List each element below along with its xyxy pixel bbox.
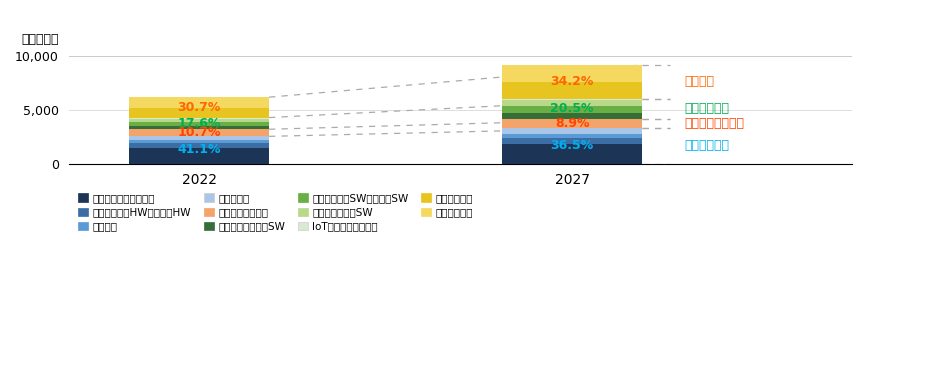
- Bar: [502, 119, 642, 128]
- Text: 30.7%: 30.7%: [177, 101, 221, 114]
- Bar: [130, 129, 269, 136]
- Text: 34.2%: 34.2%: [551, 75, 594, 88]
- Bar: [502, 134, 642, 138]
- Bar: [502, 100, 642, 106]
- Bar: [130, 122, 269, 126]
- Bar: [502, 83, 642, 99]
- Bar: [130, 136, 269, 140]
- Bar: [502, 128, 642, 134]
- Bar: [130, 119, 269, 122]
- Text: 17.6%: 17.6%: [177, 117, 221, 130]
- Bar: [130, 143, 269, 148]
- Text: 10.7%: 10.7%: [177, 126, 221, 139]
- Text: 8.9%: 8.9%: [555, 117, 589, 130]
- Bar: [130, 97, 269, 108]
- Bar: [502, 144, 642, 164]
- Text: 36.5%: 36.5%: [551, 139, 594, 152]
- Bar: [502, 65, 642, 83]
- Legend: センサー／モジュール, セキュリティHW／その他HW, サーバー, ストレージ, コネクティビティ, アプリケーションSW, セキュリティSW／その他SW, ア: センサー／モジュール, セキュリティHW／その他HW, サーバー, ストレージ,…: [74, 189, 477, 236]
- Bar: [502, 99, 642, 100]
- Bar: [502, 106, 642, 113]
- Bar: [130, 148, 269, 164]
- Bar: [130, 126, 269, 129]
- Text: 20.5%: 20.5%: [550, 102, 594, 115]
- Text: （十億円）: （十億円）: [21, 34, 59, 46]
- Text: ハードウェア: ハードウェア: [685, 139, 730, 152]
- Bar: [130, 140, 269, 143]
- Text: ソフトウェア: ソフトウェア: [685, 102, 730, 115]
- Text: サービス: サービス: [685, 75, 715, 88]
- Bar: [502, 138, 642, 144]
- Text: コネクティビティ: コネクティビティ: [685, 117, 745, 130]
- Bar: [130, 118, 269, 119]
- Text: 41.1%: 41.1%: [177, 144, 221, 156]
- Bar: [502, 113, 642, 119]
- Bar: [130, 108, 269, 118]
